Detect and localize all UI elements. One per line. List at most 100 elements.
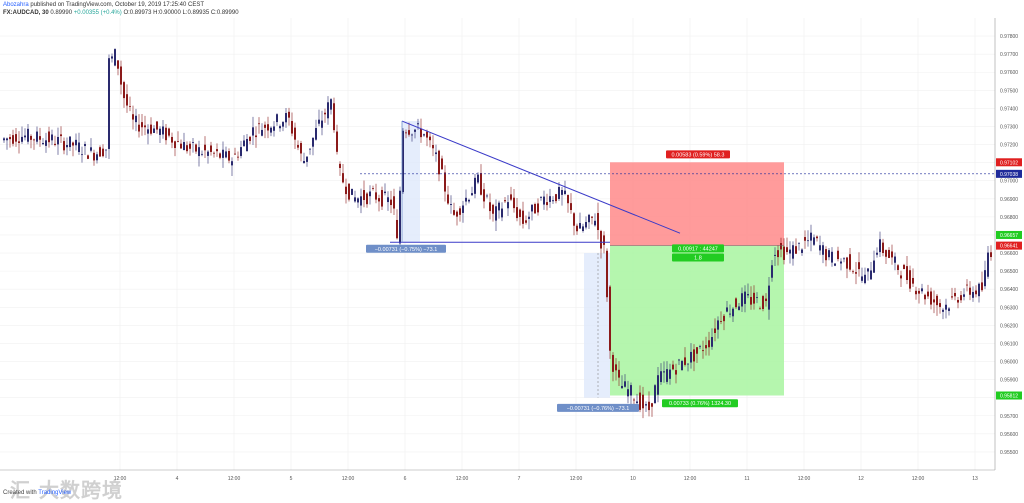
candle-body <box>918 290 920 294</box>
candle-body <box>48 131 50 143</box>
candle-body <box>132 114 134 120</box>
candle-body <box>603 235 605 245</box>
candle-body <box>387 197 389 203</box>
x-tick-label: 7 <box>518 476 521 482</box>
watermark-logo: 汇 大数跨境 <box>10 478 123 502</box>
y-tick-label: 0.96200 <box>1000 323 1018 329</box>
symbol-line: FX:AUDCAD, 30 0.89990 +0.00355 (+0.4%) O… <box>3 9 239 17</box>
candle-body <box>876 252 878 255</box>
candle-body <box>177 141 179 142</box>
candle-body <box>348 183 350 200</box>
candle-body <box>759 308 761 310</box>
candle-body <box>195 144 197 152</box>
candle-body <box>63 141 65 151</box>
candle-body <box>228 151 230 161</box>
author-link[interactable]: Abozahra <box>3 2 29 8</box>
candle-body <box>93 152 95 161</box>
x-tick-label: 10 <box>630 476 636 482</box>
y-tick-label: 0.95500 <box>1000 450 1018 456</box>
candle-body <box>537 203 539 213</box>
candle-body <box>114 49 116 66</box>
candle-body <box>486 195 488 197</box>
candle-body <box>960 295 962 301</box>
candle-body <box>924 294 926 300</box>
candle-body <box>264 124 266 128</box>
candle-body <box>414 129 416 132</box>
y-tick-label: 0.96000 <box>1000 360 1018 366</box>
x-tick-label: 5 <box>290 476 293 482</box>
candle-body <box>849 254 851 270</box>
x-tick-label: 12:00 <box>684 476 697 482</box>
candle-body <box>576 225 578 232</box>
candle-body <box>690 351 692 363</box>
candle-body <box>948 308 950 311</box>
candle-body <box>495 206 497 221</box>
candle-body <box>525 220 527 223</box>
candle-body <box>129 106 131 107</box>
candle-body <box>267 124 269 131</box>
candle-body <box>840 261 842 264</box>
candle-body <box>639 392 641 410</box>
price-tag-bg <box>996 158 1022 167</box>
candle-body <box>837 250 839 260</box>
candle-body <box>237 156 239 158</box>
candle-body <box>678 359 680 361</box>
candle-body <box>354 197 356 202</box>
candle-body <box>543 196 545 205</box>
candle-body <box>459 208 461 215</box>
candle-body <box>279 126 281 129</box>
candle-body <box>174 141 176 149</box>
drawings <box>360 120 995 398</box>
candle-body <box>336 131 338 152</box>
candle-body <box>912 277 914 284</box>
x-tick-label: 4 <box>176 476 179 482</box>
candle-body <box>39 136 41 140</box>
candle-body <box>420 128 422 138</box>
candle-body <box>630 385 632 396</box>
candle-body <box>984 270 986 287</box>
y-tick-label: 0.95600 <box>1000 432 1018 438</box>
candle-body <box>357 198 359 203</box>
candle-body <box>51 134 53 141</box>
candle-body <box>567 195 569 204</box>
candle-body <box>84 143 86 147</box>
target-label-bg <box>662 399 738 408</box>
candle-body <box>519 209 521 218</box>
candle-body <box>903 264 905 270</box>
candle-body <box>555 194 557 202</box>
candle-body <box>666 369 668 382</box>
candle-body <box>321 120 323 128</box>
candle-body <box>447 194 449 204</box>
x-tick-label: 12:00 <box>456 476 469 482</box>
candle-body <box>60 134 62 137</box>
candle-body <box>216 149 218 152</box>
price-tag: 0.95812 <box>1000 394 1018 400</box>
candle-body <box>480 173 482 195</box>
candle-body <box>222 149 224 158</box>
candle-body <box>135 115 137 123</box>
candle-body <box>444 172 446 192</box>
measure-label-bg <box>366 244 446 253</box>
candle-body <box>183 142 185 151</box>
candle-body <box>189 143 191 149</box>
candle-body <box>660 371 662 383</box>
candle-body <box>399 190 401 244</box>
candle-body <box>87 155 89 159</box>
candle-body <box>204 144 206 151</box>
candle-body <box>450 204 452 205</box>
price-tag: 0.97102 <box>1000 160 1018 166</box>
measure-area <box>402 121 420 243</box>
tradingview-link[interactable]: TradingView <box>38 490 72 496</box>
candle-body <box>975 290 977 295</box>
candle-body <box>807 240 809 242</box>
candle-body <box>408 130 410 135</box>
last-price: 0.89990 <box>50 10 73 16</box>
candle-body <box>915 290 917 295</box>
candle-body <box>813 237 815 245</box>
candle-body <box>54 143 56 145</box>
candle-body <box>57 136 59 145</box>
candle-body <box>66 144 68 148</box>
price-tag: 0.97038 <box>1000 172 1018 178</box>
candle-body <box>792 245 794 259</box>
